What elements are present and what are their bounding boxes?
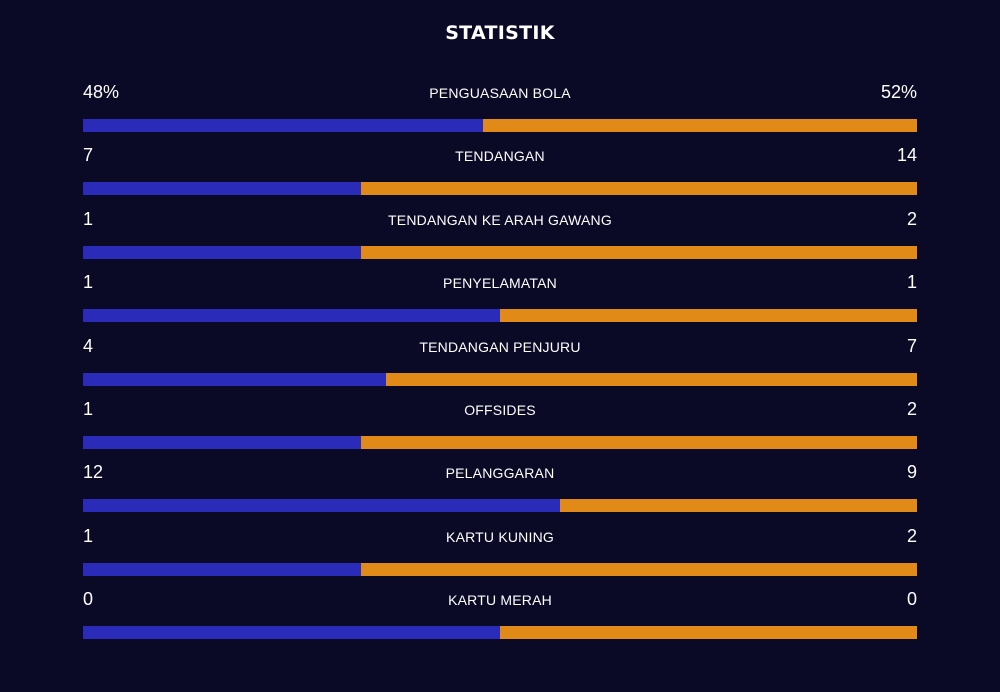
home-value: 1: [83, 398, 94, 419]
stat-row: 0 KARTU MERAH 0: [83, 587, 917, 650]
away-value: 0: [906, 589, 917, 610]
stats-list: 48% PENGUASAAN BOLA 52% 7 TENDANGAN 14 1 TENDAN…: [83, 80, 917, 651]
stat-row: 12 PELANGGARAN 9: [83, 460, 917, 523]
home-bar-fill: [83, 245, 361, 259]
comparison-bar: [83, 182, 917, 196]
home-bar-fill: [83, 309, 500, 323]
stat-row: 1 KARTU KUNING 2: [83, 524, 917, 587]
stat-row: 1 TENDANGAN KE ARAH GAWANG 2: [83, 207, 917, 270]
stat-label: KARTU KUNING: [446, 528, 554, 545]
away-value: 7: [906, 335, 917, 356]
away-value: 2: [906, 398, 917, 419]
away-value: 2: [906, 208, 917, 229]
away-value: 2: [906, 525, 917, 546]
home-value: 1: [83, 272, 94, 293]
home-value: 12: [83, 462, 104, 483]
stat-label: TENDANGAN PENJURU: [419, 338, 581, 355]
stat-label: TENDANGAN KE ARAH GAWANG: [388, 211, 612, 228]
away-value: 1: [906, 272, 917, 293]
away-bar-fill: [386, 372, 917, 386]
comparison-bar: [83, 119, 917, 132]
comparison-bar: [83, 245, 917, 259]
away-bar-fill: [500, 626, 917, 640]
away-bar-fill: [559, 499, 917, 513]
away-bar-fill: [360, 562, 917, 576]
comparison-bar: [83, 435, 917, 449]
stat-label: TENDANGAN: [455, 148, 545, 165]
stat-label: OFFSIDES: [464, 401, 536, 418]
stat-label: PENYELAMATAN: [443, 275, 557, 292]
comparison-bar: [83, 372, 917, 386]
home-bar-fill: [83, 119, 484, 132]
home-bar-fill: [83, 372, 387, 386]
away-bar-fill: [360, 245, 917, 259]
home-value: 48%: [83, 82, 120, 102]
page-title: STATISTIK: [445, 22, 555, 44]
home-bar-fill: [83, 562, 361, 576]
home-value: 1: [83, 525, 94, 546]
home-bar-fill: [83, 499, 560, 513]
away-bar-fill: [360, 182, 917, 196]
away-bar-fill: [360, 435, 917, 449]
comparison-bar: [83, 309, 917, 323]
away-value: 52%: [880, 82, 917, 102]
stat-row: 48% PENGUASAAN BOLA 52%: [83, 80, 917, 143]
comparison-bar: [83, 562, 917, 576]
comparison-bar: [83, 626, 917, 640]
home-bar-fill: [83, 182, 361, 196]
stat-row: 1 PENYELAMATAN 1: [83, 270, 917, 333]
stat-label: KARTU MERAH: [448, 592, 552, 609]
home-bar-fill: [83, 626, 500, 640]
away-bar-fill: [483, 119, 917, 132]
stat-label: PENGUASAAN BOLA: [429, 85, 571, 101]
home-value: 4: [83, 335, 94, 356]
home-value: 0: [83, 589, 94, 610]
stat-row: 7 TENDANGAN 14: [83, 143, 917, 206]
stat-row: 1 OFFSIDES 2: [83, 397, 917, 460]
stat-row: 4 TENDANGAN PENJURU 7: [83, 334, 917, 397]
away-value: 14: [896, 145, 917, 166]
comparison-bar: [83, 499, 917, 513]
home-value: 7: [83, 145, 94, 166]
away-value: 9: [906, 462, 917, 483]
home-bar-fill: [83, 435, 361, 449]
away-bar-fill: [500, 309, 917, 323]
home-value: 1: [83, 208, 94, 229]
stat-label: PELANGGARAN: [445, 465, 555, 482]
